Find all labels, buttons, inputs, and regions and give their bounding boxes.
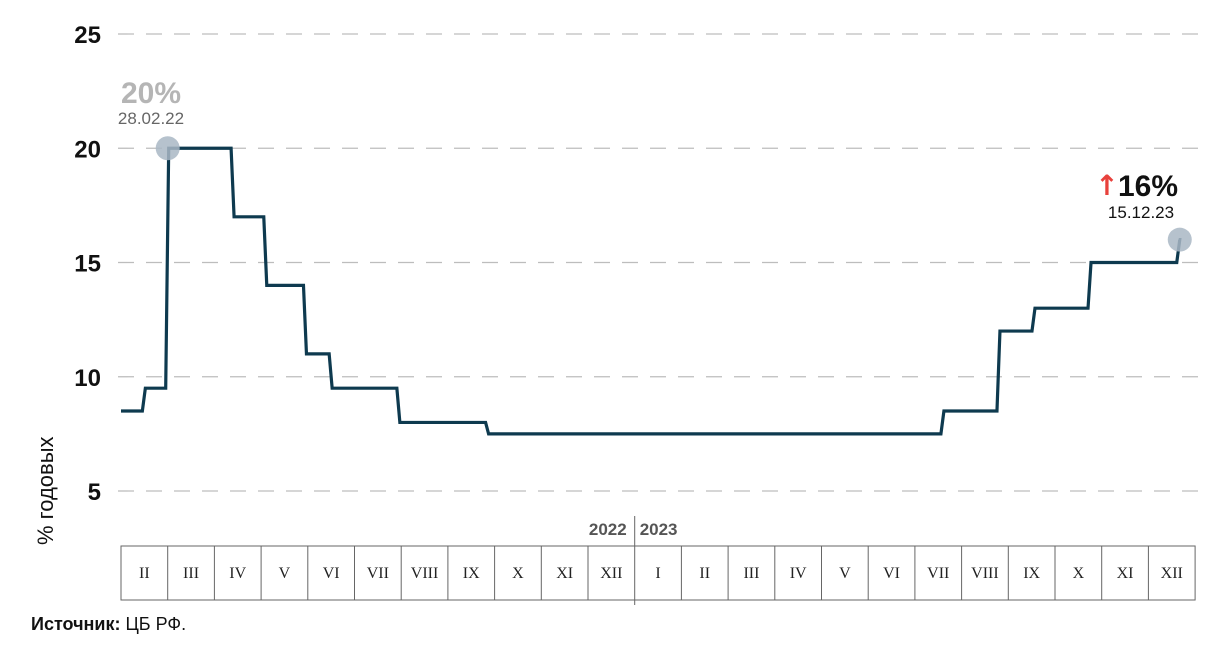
month-tick-label: XII — [600, 565, 622, 582]
end-date-label: 15.12.23 — [1108, 203, 1174, 222]
month-tick-label: III — [183, 565, 199, 582]
end-value-label: 16% — [1118, 170, 1178, 203]
month-tick-label: V — [839, 565, 851, 582]
year-label: 2022 — [589, 520, 627, 539]
month-axis-frame — [120, 545, 1196, 601]
month-tick-label: IV — [229, 565, 246, 582]
month-tick-label: VI — [883, 565, 900, 582]
source-label: Источник: — [31, 614, 121, 634]
month-tick-label: X — [1073, 565, 1085, 582]
month-tick-label: II — [699, 565, 710, 582]
month-tick-label: XI — [1117, 565, 1134, 582]
month-tick-label: X — [512, 565, 524, 582]
start-value-label: 20% — [121, 77, 181, 110]
start-date-label: 28.02.22 — [118, 109, 184, 128]
year-label: 2023 — [640, 520, 678, 539]
source-text: ЦБ РФ. — [120, 614, 187, 634]
y-axis-ticks: 5 10 15 20 25 — [74, 22, 101, 506]
y-tick-label: 25 — [74, 22, 101, 49]
up-arrow-icon: ↑ — [1095, 169, 1118, 202]
y-tick-label: 10 — [74, 365, 101, 392]
year-labels: 2022 2023 — [589, 520, 678, 539]
month-axis: II III IV V VI VII VIII IX X XI XII I II III IV V VI VII V… — [120, 516, 1196, 605]
source-note: Источник: ЦБ РФ. — [31, 614, 186, 635]
month-tick-label: VIII — [971, 565, 999, 582]
month-tick-label: V — [279, 565, 291, 582]
month-tick-label: XI — [556, 565, 573, 582]
month-tick-label: VII — [927, 565, 949, 582]
month-tick-label: III — [743, 565, 759, 582]
y-tick-label: 20 — [74, 136, 101, 163]
start-annotation: 20% 28.02.22 — [118, 77, 184, 128]
month-tick-label: VI — [323, 565, 340, 582]
y-tick-label: 15 — [74, 251, 101, 278]
month-tick-label: VII — [367, 565, 389, 582]
month-tick-label: VIII — [411, 565, 439, 582]
month-tick-label: IX — [1023, 565, 1040, 582]
end-annotation: ↑ 16% 15.12.23 — [1095, 169, 1178, 222]
start-point-marker — [155, 136, 180, 161]
month-tick-label: I — [655, 565, 660, 582]
month-tick-label: IV — [790, 565, 807, 582]
y-tick-label: 5 — [88, 479, 101, 506]
month-tick-label: IX — [463, 565, 480, 582]
grid-lines — [118, 33, 1203, 492]
month-tick-label: XII — [1161, 565, 1183, 582]
end-point-marker — [1167, 227, 1192, 252]
month-tick-label: II — [139, 565, 150, 582]
y-axis-label: % годовых — [33, 436, 58, 545]
rate-step-line — [121, 146, 1182, 436]
